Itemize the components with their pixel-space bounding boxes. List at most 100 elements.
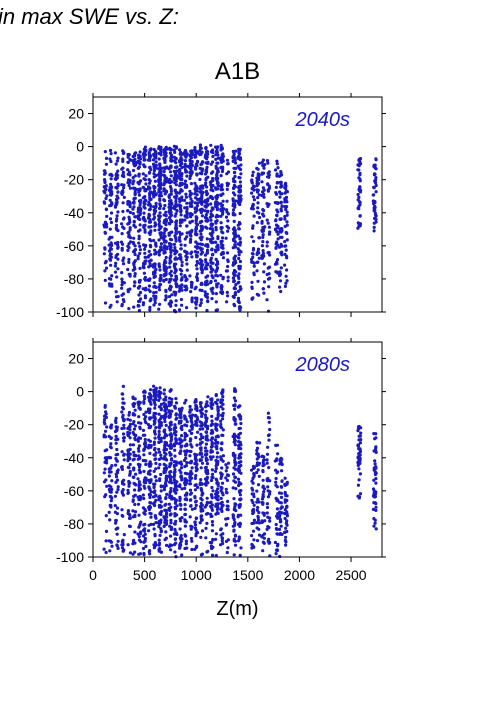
data-point — [184, 258, 189, 262]
data-point — [226, 219, 230, 223]
data-point — [159, 242, 163, 246]
data-point — [214, 427, 218, 431]
data-point — [201, 190, 205, 195]
data-point — [168, 508, 172, 512]
data-point — [195, 189, 199, 193]
data-point — [188, 221, 192, 225]
data-point — [133, 192, 137, 197]
data-point — [220, 158, 224, 163]
data-point — [221, 276, 225, 280]
data-point — [183, 524, 187, 528]
data-point — [158, 386, 162, 390]
data-point — [374, 505, 378, 509]
data-point — [205, 400, 209, 404]
data-point — [238, 184, 243, 188]
data-point — [285, 220, 289, 224]
data-point — [157, 285, 161, 289]
data-point — [121, 149, 125, 153]
data-point — [174, 397, 178, 401]
data-point — [198, 402, 203, 406]
data-point — [251, 476, 255, 481]
data-point — [219, 496, 223, 500]
data-point — [178, 224, 182, 228]
data-point — [280, 235, 284, 239]
data-point — [224, 523, 228, 527]
data-point — [215, 174, 219, 178]
data-point — [148, 549, 152, 553]
data-point — [109, 499, 113, 503]
data-point — [190, 539, 194, 543]
data-point — [256, 453, 260, 458]
data-point — [154, 426, 158, 430]
data-point — [115, 506, 120, 510]
data-point — [190, 285, 194, 289]
data-point — [179, 297, 183, 302]
data-point — [214, 512, 218, 516]
data-point — [108, 148, 113, 153]
data-point — [131, 181, 135, 185]
data-point — [148, 425, 152, 429]
data-point — [102, 418, 107, 422]
data-point — [109, 152, 113, 156]
data-point — [163, 178, 167, 182]
data-point — [173, 482, 177, 487]
data-point — [103, 230, 107, 234]
data-point — [153, 429, 157, 433]
data-point — [205, 248, 210, 252]
data-point — [233, 458, 237, 462]
data-point — [198, 458, 202, 462]
data-point — [159, 231, 163, 235]
data-point — [232, 286, 236, 290]
data-point — [157, 548, 161, 552]
data-point — [179, 475, 183, 479]
data-point — [158, 426, 162, 430]
data-point — [163, 203, 167, 208]
data-point — [163, 398, 167, 402]
data-point — [185, 231, 189, 235]
data-point — [200, 423, 204, 427]
data-point — [205, 185, 209, 189]
data-point — [189, 527, 193, 531]
data-point — [215, 451, 220, 455]
data-point — [211, 148, 215, 152]
data-point — [157, 447, 161, 451]
data-point — [185, 262, 189, 266]
data-point — [261, 511, 265, 515]
data-point — [220, 239, 224, 243]
data-point — [231, 472, 236, 476]
data-point — [126, 267, 130, 272]
data-point — [170, 220, 174, 224]
data-point — [157, 216, 161, 220]
data-point — [173, 246, 177, 250]
data-point — [116, 252, 120, 256]
data-point — [274, 476, 278, 481]
y-tick-label: -40 — [64, 205, 84, 221]
data-point — [116, 526, 120, 530]
data-point — [154, 498, 158, 502]
data-point — [226, 294, 230, 298]
data-point — [193, 150, 197, 154]
data-point — [233, 203, 237, 207]
data-point — [104, 529, 109, 534]
data-point — [226, 461, 231, 465]
data-point — [144, 410, 148, 414]
data-point — [103, 150, 107, 154]
data-point — [137, 193, 141, 197]
data-point — [265, 502, 269, 506]
data-point — [157, 157, 161, 161]
data-point — [172, 464, 176, 469]
data-point — [232, 302, 236, 306]
data-point — [220, 536, 224, 540]
data-point — [214, 157, 218, 161]
data-point — [164, 277, 168, 282]
data-point — [122, 401, 126, 405]
data-point — [195, 267, 199, 271]
data-point — [180, 487, 184, 491]
x-axis-label: Z(m) — [216, 598, 258, 620]
data-point — [178, 517, 182, 521]
data-point — [173, 527, 177, 532]
data-point — [185, 209, 189, 213]
data-point — [194, 407, 198, 411]
data-point — [152, 238, 156, 243]
data-point — [159, 530, 163, 534]
